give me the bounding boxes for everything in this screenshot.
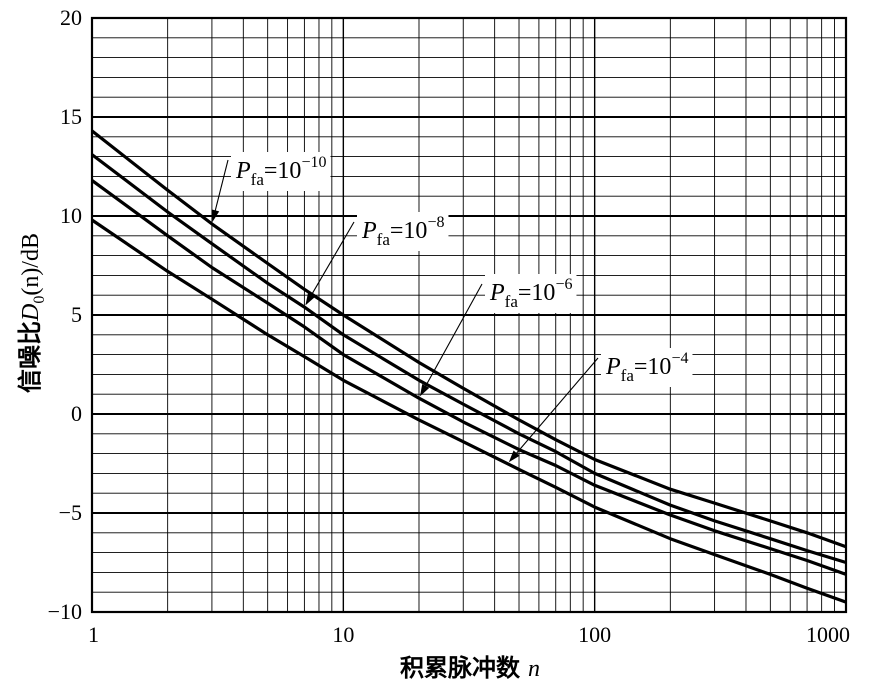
series-label-background [357, 212, 449, 251]
leader-line [309, 221, 355, 297]
y-tick-label: 20 [60, 5, 82, 30]
series-labels: Pfa=10−10 Pfa=10−8 Pfa=10−6 Pfa=10−4 [211, 152, 693, 463]
series-line [91, 218, 847, 604]
plot-frame [90, 16, 848, 614]
x-axis-title: 积累脉冲数 n [400, 653, 540, 682]
x-tick-label: 1 [88, 622, 99, 647]
tick-labels: −10 −5 0 5 10 15 20 1 10 100 1000 [48, 5, 850, 647]
series-label: Pfa=10−6 [485, 274, 577, 313]
series-line [91, 129, 847, 549]
y-axis-title: 信噪比D0(n)/dB [15, 233, 48, 393]
series-label-text: Pfa=10−10 [235, 154, 326, 189]
series-label: Pfa=10−8 [357, 212, 449, 251]
series-label: Pfa=10−10 [231, 152, 331, 191]
y-tick-label: 10 [60, 203, 82, 228]
x-tick-label: 100 [578, 622, 611, 647]
series-lines [91, 129, 847, 604]
y-tick-label: −10 [48, 599, 82, 624]
series-label-text: Pfa=10−4 [605, 350, 688, 385]
leader-line [214, 159, 229, 213]
leader-line [424, 283, 483, 388]
y-tick-label: 0 [71, 401, 82, 426]
series-label-background [231, 152, 331, 191]
series-label-background [601, 348, 693, 387]
x-tick-label: 1000 [806, 622, 850, 647]
y-tick-label: 5 [71, 302, 82, 327]
series-line [91, 179, 847, 576]
y-tick-label: 15 [60, 104, 82, 129]
arrowhead [211, 209, 220, 222]
grid [92, 17, 846, 613]
series-label-background [485, 274, 577, 313]
arrowhead [508, 450, 520, 463]
arrowhead [419, 383, 430, 397]
series-label: Pfa=10−4 [601, 348, 693, 387]
arrowhead [305, 292, 315, 306]
x-tick-label: 10 [332, 622, 354, 647]
series-label-text: Pfa=10−6 [489, 276, 572, 311]
leader-line [514, 357, 599, 455]
y-tick-label: −5 [59, 500, 82, 525]
series-line [91, 153, 847, 565]
series-label-text: Pfa=10−8 [361, 214, 444, 249]
